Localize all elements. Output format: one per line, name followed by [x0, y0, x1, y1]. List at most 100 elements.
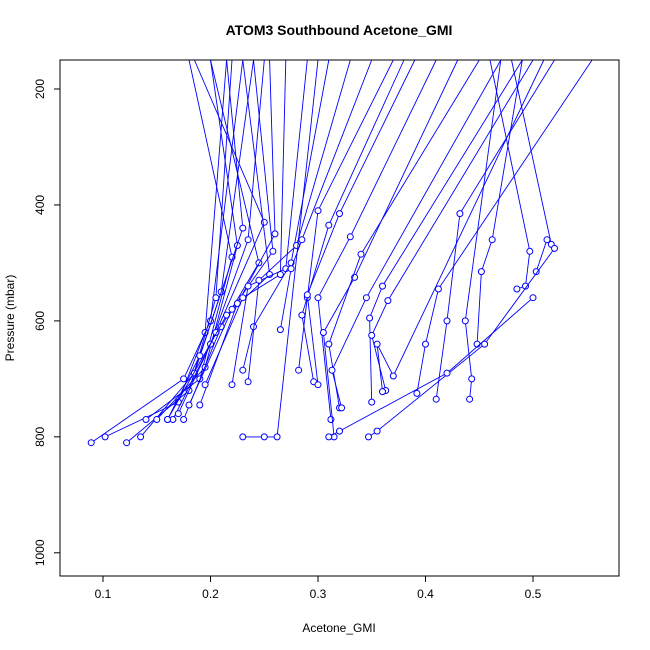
series-29: [432, 59, 555, 403]
data-point: [461, 317, 469, 325]
data-point: [368, 398, 376, 406]
y-axis-label: Pressure (mbar): [3, 275, 17, 362]
data-point: [255, 276, 263, 284]
data-point: [101, 433, 109, 441]
data-point: [513, 285, 521, 293]
data-point: [413, 389, 421, 397]
series-13: [201, 59, 287, 389]
series-line: [489, 59, 531, 290]
data-point: [466, 395, 474, 403]
series-25: [366, 59, 523, 406]
series-line: [145, 59, 233, 420]
series-line: [104, 59, 228, 438]
y-tick-label: 400: [33, 195, 47, 215]
data-point: [180, 375, 188, 383]
x-tick-label: 0.3: [310, 587, 327, 601]
series-24: [328, 59, 502, 412]
x-tick-label: 0.1: [95, 587, 112, 601]
data-point: [543, 236, 551, 244]
series-line: [376, 59, 545, 392]
chart-title: ATOM3 Southbound Acetone_GMI: [226, 22, 453, 38]
series-line: [298, 59, 394, 371]
series-28: [413, 59, 593, 397]
series-19: [298, 59, 405, 386]
series-line: [301, 59, 405, 382]
data-point: [174, 410, 182, 418]
series-line: [231, 59, 308, 385]
data-point: [379, 388, 386, 396]
data-point: [365, 433, 372, 441]
data-point: [327, 416, 335, 423]
y-tick-label: 800: [33, 427, 47, 447]
data-point: [271, 230, 279, 238]
series-line: [242, 59, 330, 371]
data-point: [269, 247, 277, 255]
data-point: [260, 433, 268, 441]
data-point: [228, 381, 236, 389]
axes: 0.1 0.2 0.3 0.4 0.5 200 400 600 800 1000: [33, 79, 542, 601]
data-point: [273, 433, 281, 441]
data-point: [366, 314, 374, 322]
data-point: [532, 268, 540, 276]
data-point: [239, 366, 247, 374]
series-36: [325, 294, 537, 441]
data-point: [314, 294, 322, 302]
series-line: [322, 59, 459, 437]
series-26: [368, 59, 534, 394]
data-point: [443, 317, 451, 325]
data-point: [338, 404, 346, 412]
data-point: [379, 282, 386, 290]
data-point: [325, 221, 333, 229]
data-point: [522, 282, 529, 290]
data-point: [260, 218, 268, 226]
data-point: [298, 236, 306, 244]
series-27: [373, 59, 545, 396]
data-point: [319, 329, 327, 336]
series-20: [303, 59, 416, 389]
series-line: [464, 59, 502, 400]
series-33: [511, 59, 555, 276]
data-point: [314, 381, 322, 389]
data-point: [303, 291, 311, 299]
series-line: [328, 297, 534, 438]
series-35: [365, 244, 558, 441]
data-point: [196, 352, 204, 360]
data-point: [328, 366, 336, 374]
data-point: [357, 250, 365, 258]
series-line: [371, 59, 534, 391]
data-point: [314, 207, 322, 215]
data-point: [336, 210, 343, 218]
series-21: [314, 59, 437, 423]
data-point: [384, 297, 392, 305]
data-point: [422, 340, 429, 348]
data-point: [373, 427, 381, 435]
series-line: [328, 59, 480, 408]
data-point: [137, 433, 145, 441]
series-line: [242, 59, 319, 438]
data-point: [346, 233, 354, 241]
series-32: [489, 59, 534, 293]
data-point: [373, 340, 381, 348]
data-point: [153, 416, 161, 423]
data-point: [87, 439, 95, 447]
data-point: [244, 378, 252, 386]
data-point: [362, 294, 370, 302]
data-point: [336, 427, 343, 435]
series-line: [247, 59, 351, 382]
series-line: [188, 59, 274, 406]
series-line: [476, 59, 523, 345]
series-11: [185, 59, 277, 409]
series-line: [416, 59, 593, 394]
series-34: [239, 59, 319, 441]
data-point: [239, 433, 247, 441]
data-point: [201, 381, 209, 389]
data-point: [164, 416, 171, 423]
data-point: [434, 285, 442, 293]
x-tick-label: 0.2: [202, 587, 219, 601]
data-point: [212, 294, 220, 302]
data-point: [325, 433, 333, 441]
series-7: [169, 59, 265, 423]
data-point: [432, 395, 440, 403]
x-tick-label: 0.5: [525, 587, 542, 601]
data-point: [488, 236, 496, 244]
